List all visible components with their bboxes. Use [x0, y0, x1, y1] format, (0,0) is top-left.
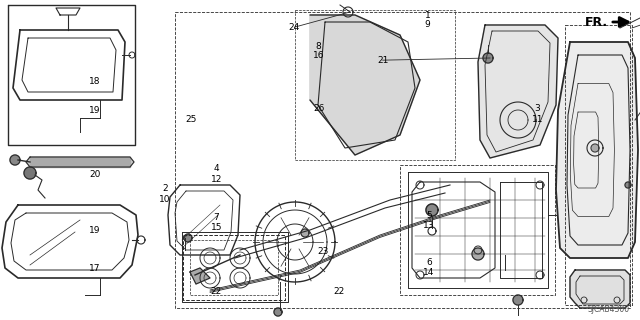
Text: 4: 4 [214, 164, 219, 173]
Text: 16: 16 [313, 52, 324, 60]
Text: 6: 6 [426, 258, 431, 267]
Polygon shape [310, 15, 420, 155]
Polygon shape [472, 248, 484, 260]
Polygon shape [625, 182, 631, 188]
Polygon shape [591, 144, 599, 152]
Text: 22: 22 [211, 287, 222, 296]
Polygon shape [310, 15, 420, 155]
Text: 13: 13 [423, 221, 435, 230]
Polygon shape [426, 204, 438, 216]
Text: 2: 2 [163, 184, 168, 193]
Polygon shape [301, 229, 309, 237]
Polygon shape [274, 308, 282, 316]
Text: 23: 23 [317, 247, 329, 256]
Text: 7: 7 [214, 213, 219, 222]
Polygon shape [184, 234, 192, 242]
Text: 9: 9 [425, 20, 430, 29]
Text: FR.: FR. [585, 15, 608, 28]
Text: 11: 11 [532, 115, 543, 124]
Text: 21: 21 [377, 56, 388, 65]
Polygon shape [10, 155, 20, 165]
Polygon shape [556, 42, 638, 258]
Text: 14: 14 [423, 268, 435, 277]
Polygon shape [478, 25, 558, 158]
Text: 19: 19 [89, 106, 100, 115]
Text: SJCAB4300: SJCAB4300 [588, 305, 630, 314]
Text: 10: 10 [159, 195, 171, 204]
Polygon shape [190, 268, 210, 284]
Text: 19: 19 [89, 226, 100, 235]
Polygon shape [556, 42, 638, 258]
Polygon shape [570, 270, 630, 308]
Text: 20: 20 [89, 170, 100, 179]
Text: 17: 17 [89, 264, 100, 273]
Text: 1: 1 [425, 11, 430, 20]
Text: 8: 8 [316, 42, 321, 51]
Text: 5: 5 [426, 211, 431, 220]
Polygon shape [570, 270, 630, 308]
Text: 26: 26 [313, 104, 324, 113]
Text: 18: 18 [89, 77, 100, 86]
Polygon shape [26, 157, 134, 167]
Polygon shape [483, 53, 493, 63]
Text: 25: 25 [185, 116, 196, 124]
Text: 24: 24 [289, 23, 300, 32]
Text: 12: 12 [211, 175, 222, 184]
Text: 3: 3 [535, 104, 540, 113]
Polygon shape [478, 25, 558, 158]
Text: 15: 15 [211, 223, 222, 232]
Polygon shape [513, 295, 523, 305]
Text: 22: 22 [333, 287, 345, 296]
Polygon shape [24, 167, 36, 179]
Polygon shape [30, 157, 130, 167]
